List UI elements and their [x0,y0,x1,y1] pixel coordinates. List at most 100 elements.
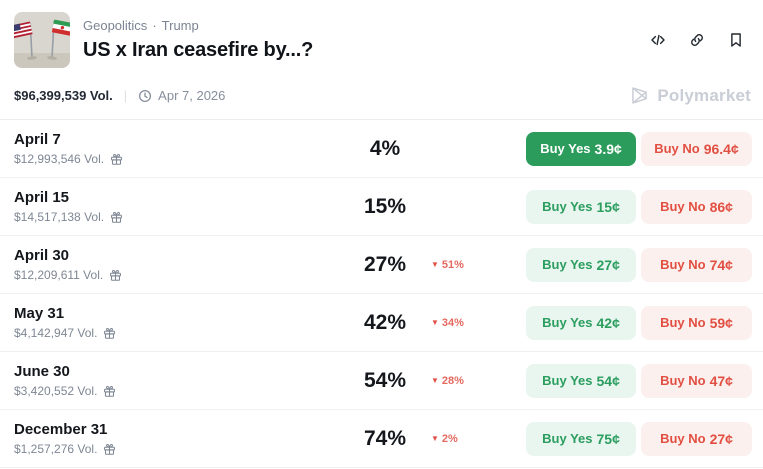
outcome-name[interactable]: April 15 [14,189,70,206]
buy-yes-button[interactable]: Buy Yes 54¢ [526,363,636,398]
gift-icon[interactable] [109,269,122,282]
buy-no-button[interactable]: Buy No 27¢ [641,421,752,456]
outcome-volume: $4,142,947 Vol. [14,326,98,340]
buy-yes-price: 75¢ [596,430,620,447]
chance-value: 15% [363,194,407,218]
down-arrow-icon: ▼ [431,317,439,327]
outcome-volume: $1,257,276 Vol. [14,442,98,456]
outcome-info: June 30 $3,420,552 Vol. [14,363,347,398]
gift-icon[interactable] [103,327,116,340]
price-change-value: 28% [441,374,464,387]
outcome-volume-line: $4,142,947 Vol. [14,326,347,340]
market-row[interactable]: May 31 $4,142,947 Vol. 42% ▼ 34% [0,294,763,352]
gift-icon[interactable] [103,443,116,456]
buy-no-price: 96.4¢ [703,140,739,157]
flags-illustration [14,12,70,68]
buy-yes-label: Buy Yes [542,315,593,330]
stats-bar: $96,399,539 Vol. | Apr 7, 2026 Polymarke… [0,68,763,120]
outcome-info: April 15 $14,517,138 Vol. [14,189,347,224]
buy-no-price: 86¢ [709,198,733,215]
buy-no-label: Buy No [660,257,706,272]
polymarket-watermark: Polymarket [629,85,751,106]
outcome-name[interactable]: April 7 [14,131,61,148]
gift-icon[interactable] [110,211,123,224]
buy-no-button[interactable]: Buy No 86¢ [641,189,752,224]
chance-value: 42% [363,310,407,334]
price-change: ▼ 51% [423,259,526,271]
price-change-value: 51% [441,258,464,271]
buy-no-label: Buy No [660,431,706,446]
outcome-volume-line: $1,257,276 Vol. [14,442,347,456]
buy-yes-button[interactable]: Buy Yes 75¢ [526,421,636,456]
outcome-volume-line: $3,420,552 Vol. [14,384,347,398]
outcome-volume: $12,209,611 Vol. [14,268,104,282]
bookmark-button[interactable] [725,29,747,51]
copy-link-button[interactable] [686,29,708,51]
buy-yes-price: 54¢ [596,372,620,389]
buy-yes-button[interactable]: Buy Yes 15¢ [526,189,636,224]
outcome-name[interactable]: June 30 [14,363,70,380]
breadcrumb-category[interactable]: Geopolitics [83,18,148,33]
buy-no-price: 74¢ [709,256,733,273]
row-buttons: Buy Yes 15¢ Buy No 86¢ [526,189,752,224]
outcome-volume-line: $14,517,138 Vol. [14,210,347,224]
gift-icon[interactable] [103,385,116,398]
buy-yes-label: Buy Yes [542,431,593,446]
outcome-volume: $3,420,552 Vol. [14,384,98,398]
market-row[interactable]: December 31 $1,257,276 Vol. 74% ▼ 2% [0,410,763,468]
bookmark-icon [731,33,741,47]
buy-no-label: Buy No [654,141,700,156]
row-buttons: Buy Yes 27¢ Buy No 74¢ [526,247,752,282]
down-arrow-icon: ▼ [431,375,439,385]
chance-value: 4% [369,136,401,160]
polymarket-wordmark: Polymarket [657,85,751,105]
market-row[interactable]: June 30 $3,420,552 Vol. 54% ▼ 28% [0,352,763,410]
outcome-volume-line: $12,209,611 Vol. [14,268,347,282]
buy-yes-price: 27¢ [596,256,620,273]
price-change: ▼ 28% [423,375,526,387]
outcome-info: December 31 $1,257,276 Vol. [14,421,347,456]
price-change-value: 2% [441,432,458,445]
embed-code-button[interactable] [647,29,669,51]
header-actions [647,29,747,51]
stats-divider: | [123,88,128,103]
header-text: Geopolitics · Trump US x Iran ceasefire by… [83,18,647,62]
buy-yes-label: Buy Yes [542,257,593,272]
outcome-name[interactable]: May 31 [14,305,65,322]
buy-yes-button[interactable]: Buy Yes 27¢ [526,247,636,282]
breadcrumb-tag[interactable]: Trump [161,18,199,33]
buy-yes-price: 15¢ [596,198,620,215]
market-row[interactable]: April 30 $12,209,611 Vol. 27% ▼ 51% [0,236,763,294]
breadcrumb: Geopolitics · Trump [83,18,647,33]
chance-value: 74% [363,426,407,450]
outcome-info: May 31 $4,142,947 Vol. [14,305,347,340]
outcome-info: April 30 $12,209,611 Vol. [14,247,347,282]
market-row[interactable]: April 7 $12,993,546 Vol. 4% ▼ [0,120,763,178]
price-change: ▼ 2% [423,433,526,445]
chance-value: 54% [363,368,407,392]
buy-yes-button[interactable]: Buy Yes 3.9¢ [526,131,636,166]
outcome-info: April 7 $12,993,546 Vol. [14,131,347,166]
outcome-name[interactable]: December 31 [14,421,108,438]
market-row[interactable]: April 15 $14,517,138 Vol. 15% ▼ [0,178,763,236]
buy-no-button[interactable]: Buy No 74¢ [641,247,752,282]
row-buttons: Buy Yes 75¢ Buy No 27¢ [526,421,752,456]
buy-no-button[interactable]: Buy No 96.4¢ [641,131,752,166]
buy-no-button[interactable]: Buy No 47¢ [641,363,752,398]
outcome-volume: $12,993,546 Vol. [14,152,105,166]
down-arrow-icon: ▼ [431,259,439,269]
buy-yes-button[interactable]: Buy Yes 42¢ [526,305,636,340]
chance-value: 27% [363,252,407,276]
total-volume: $96,399,539 Vol. [14,88,113,103]
gift-icon[interactable] [110,153,123,166]
outcome-volume-line: $12,993,546 Vol. [14,152,347,166]
event-date-text: Apr 7, 2026 [158,88,226,103]
outcome-name[interactable]: April 30 [14,247,70,264]
market-rows: April 7 $12,993,546 Vol. 4% ▼ [0,120,763,468]
copy-link-icon [691,34,703,46]
buy-no-price: 59¢ [709,314,733,331]
buy-yes-label: Buy Yes [542,373,593,388]
buy-no-label: Buy No [660,373,706,388]
buy-no-button[interactable]: Buy No 59¢ [641,305,752,340]
